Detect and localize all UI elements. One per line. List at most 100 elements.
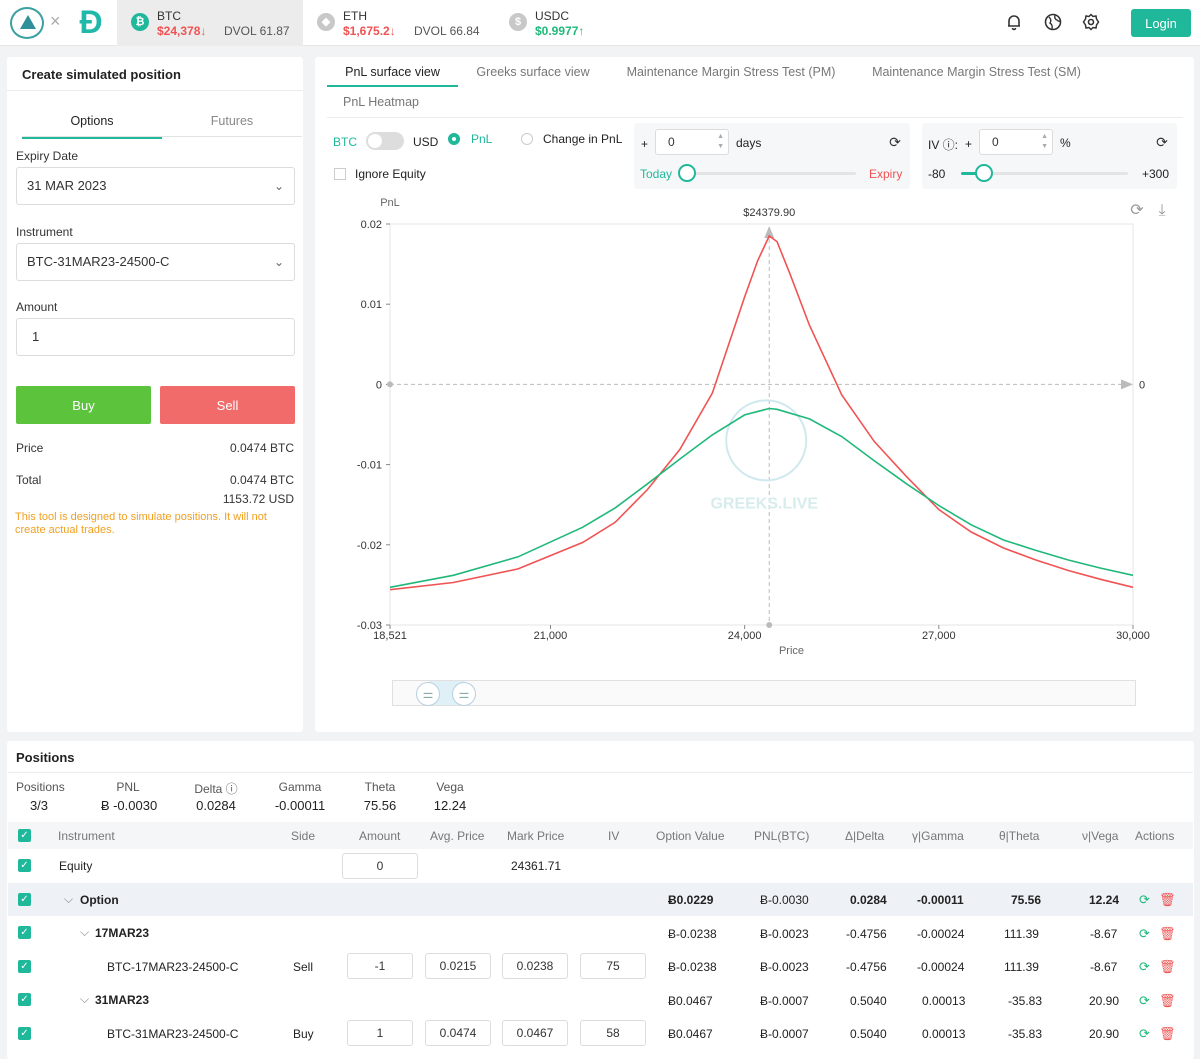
sell-button[interactable]: Sell — [160, 386, 295, 424]
stepper-icon[interactable]: ▲ ▼ — [1041, 133, 1048, 150]
row-checkbox[interactable]: ✓ — [18, 1027, 31, 1040]
amount-input[interactable]: 1 — [16, 318, 295, 356]
select-all-checkbox[interactable]: ✓ — [18, 829, 31, 842]
iv-slider-handle[interactable] — [975, 164, 994, 182]
refresh-row-icon[interactable]: ⟳ — [1139, 959, 1150, 974]
row-delta: 0.5040 — [850, 1027, 887, 1041]
reset-icon[interactable]: ⟳ — [1156, 134, 1168, 150]
coin-usdc[interactable]: $ USDC $0.9977↑ — [495, 0, 605, 46]
iv-min-label: -80 — [928, 167, 946, 181]
coin-name: ETH — [343, 9, 367, 23]
amount-input[interactable]: 1 — [347, 1020, 413, 1046]
stepper-icon[interactable]: ▲ ▼ — [717, 133, 724, 150]
avg-price-input[interactable]: 0.0474 — [425, 1020, 491, 1046]
summary-delta-label: Delta ⓘ — [194, 782, 238, 796]
gear-icon[interactable] — [1081, 13, 1101, 33]
refresh-row-icon[interactable]: ⟳ — [1139, 993, 1150, 1008]
summary-positions-value: 3/3 — [29, 798, 49, 813]
days-input[interactable]: 0 ▲ ▼ — [655, 129, 729, 155]
iv-input[interactable]: 0 ▲ ▼ — [979, 129, 1053, 155]
instrument-select[interactable]: BTC-31MAR23-24500-C ⌄ — [16, 243, 295, 281]
instrument-value: BTC-31MAR23-24500-C — [27, 254, 170, 269]
tab-greeks-surface[interactable]: Greeks surface view — [476, 65, 590, 79]
ignore-equity-checkbox[interactable] — [334, 168, 346, 180]
top-bar: × Đ ₿ BTC $24,378↓ DVOL 61.87 ◆ ETH $1,6… — [0, 0, 1200, 46]
download-icon[interactable]: ⤓ — [1158, 202, 1166, 219]
change-pnl-radio[interactable] — [521, 133, 533, 145]
refresh-chart-icon[interactable]: ⟳ — [1130, 202, 1144, 219]
reset-icon[interactable]: ⟳ — [889, 134, 901, 150]
row-checkbox[interactable]: ✓ — [18, 960, 31, 973]
row-checkbox[interactable]: ✓ — [18, 893, 31, 906]
chevron-down-icon[interactable]: ⌵ — [80, 925, 90, 939]
chevron-down-icon[interactable]: ⌵ — [80, 992, 90, 1006]
tab-pnl-heatmap[interactable]: PnL Heatmap — [343, 95, 419, 109]
row-delta: -0.4756 — [846, 960, 887, 974]
iv-slider[interactable] — [961, 172, 1128, 175]
refresh-row-icon[interactable]: ⟳ — [1139, 892, 1150, 907]
globe-icon[interactable] — [1043, 13, 1063, 33]
avg-price-input[interactable]: 0.0215 — [425, 953, 491, 979]
x-tick-label: 27,000 — [922, 630, 956, 642]
trash-icon[interactable]: 🗑 — [1159, 1026, 1176, 1041]
login-button[interactable]: Login — [1131, 9, 1191, 37]
table-row-expiry-group[interactable]: ✓ — [8, 983, 1193, 1016]
table-row-equity: ✓ — [8, 849, 1193, 882]
amount-input[interactable]: -1 — [347, 953, 413, 979]
col-actions: Actions — [1135, 829, 1175, 843]
refresh-row-icon[interactable]: ⟳ — [1139, 926, 1150, 941]
tab-mm-stress-sm[interactable]: Maintenance Margin Stress Test (SM) — [872, 65, 1081, 79]
mark-price-input[interactable]: 0.0467 — [502, 1020, 568, 1046]
bitcoin-icon: ₿ — [131, 13, 149, 31]
bell-icon[interactable] — [1004, 13, 1024, 33]
iv-label: IV ⓘ: — [928, 138, 959, 152]
equity-label: Equity — [59, 859, 93, 873]
tab-pnl-surface[interactable]: PnL surface view — [327, 57, 458, 87]
currency-toggle[interactable] — [366, 132, 404, 150]
y-tick-label: 0 — [376, 379, 382, 391]
zero-line-start-dot — [387, 381, 393, 388]
row-pnl: Ƀ-0.0007 — [760, 1027, 809, 1041]
expiry-select[interactable]: 31 MAR 2023 ⌄ — [16, 167, 295, 205]
iv-input[interactable]: 75 — [580, 953, 646, 979]
zoom-handle-left[interactable]: ⚌ — [416, 682, 440, 706]
trash-icon[interactable]: 🗑 — [1159, 993, 1176, 1008]
trash-icon[interactable]: 🗑 — [1159, 926, 1176, 941]
days-slider-handle[interactable] — [678, 164, 696, 182]
row-checkbox[interactable]: ✓ — [18, 926, 31, 939]
expiry-label: Expiry Date — [16, 149, 79, 163]
group-delta: -0.4756 — [846, 927, 887, 941]
summary-pnl-value: Ƀ -0.0030 — [100, 798, 158, 813]
group-gamma: -0.00024 — [917, 927, 965, 941]
table-row-option-group[interactable]: ✓ — [8, 883, 1193, 916]
trash-icon[interactable]: 🗑 — [1159, 959, 1176, 974]
col-iv: IV — [608, 829, 620, 843]
col-pnl: PNL(BTC) — [754, 829, 810, 843]
chevron-down-icon: ⌄ — [273, 179, 284, 193]
zoom-handle-right[interactable]: ⚌ — [452, 682, 476, 706]
tab-mm-stress-pm[interactable]: Maintenance Margin Stress Test (PM) — [626, 65, 836, 79]
tab-futures[interactable]: Futures — [210, 114, 254, 128]
chevron-down-icon[interactable]: ⌵ — [64, 892, 74, 906]
iv-input[interactable]: 58 — [580, 1020, 646, 1046]
tab-options[interactable]: Options — [22, 105, 162, 139]
equity-amount-input[interactable]: 0 — [342, 853, 418, 879]
coin-eth[interactable]: ◆ ETH $1,675.2↓ DVOL 66.84 — [303, 0, 489, 46]
row-checkbox[interactable]: ✓ — [18, 993, 31, 1006]
instrument-name[interactable]: BTC-17MAR23-24500-C — [107, 960, 239, 974]
deribit-logo[interactable]: Đ — [79, 4, 103, 40]
coin-btc[interactable]: ₿ BTC $24,378↓ DVOL 61.87 — [117, 0, 303, 46]
days-slider[interactable] — [686, 172, 856, 175]
plus-sign: + — [641, 137, 649, 151]
pnl-radio[interactable] — [448, 133, 460, 145]
row-checkbox[interactable]: ✓ — [18, 859, 31, 872]
today-label: Today — [640, 167, 673, 181]
buy-button[interactable]: Buy — [16, 386, 151, 424]
zoom-bar[interactable] — [392, 680, 1136, 706]
instrument-name[interactable]: BTC-31MAR23-24500-C — [107, 1027, 239, 1041]
mark-price-input[interactable]: 0.0238 — [502, 953, 568, 979]
refresh-row-icon[interactable]: ⟳ — [1139, 1026, 1150, 1041]
table-row-expiry-group[interactable]: ✓ — [8, 916, 1193, 949]
trash-icon[interactable]: 🗑 — [1159, 892, 1176, 907]
greeks-logo[interactable] — [10, 7, 44, 39]
